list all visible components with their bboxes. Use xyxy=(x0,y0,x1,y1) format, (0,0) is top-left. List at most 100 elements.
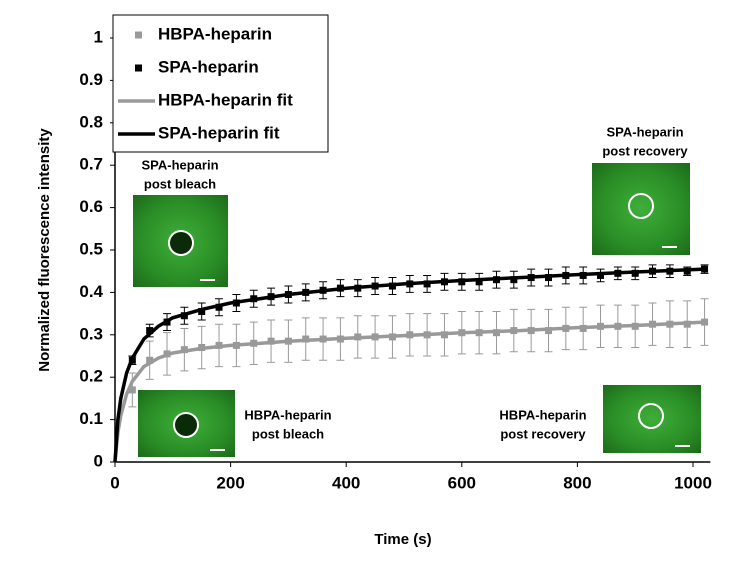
marker xyxy=(492,329,500,337)
marker xyxy=(302,335,310,343)
marker xyxy=(423,280,431,288)
marker xyxy=(510,276,518,284)
marker xyxy=(579,271,587,279)
marker xyxy=(354,333,362,341)
marker xyxy=(250,339,258,347)
marker xyxy=(336,284,344,292)
x-axis-label: Time (s) xyxy=(374,531,431,548)
annotation: post bleach xyxy=(252,426,324,441)
marker xyxy=(631,269,639,277)
marker xyxy=(284,337,292,345)
marker xyxy=(128,386,136,394)
marker xyxy=(284,291,292,299)
annotation: post bleach xyxy=(144,176,216,191)
marker xyxy=(458,278,466,286)
marker xyxy=(250,295,258,303)
marker xyxy=(683,267,691,275)
legend-marker xyxy=(135,31,142,39)
bleach-circle xyxy=(638,403,664,429)
marker xyxy=(319,335,327,343)
marker xyxy=(597,322,605,330)
y-axis-label: Normalized fluorescence intensity xyxy=(36,128,53,372)
y-tick-label: 0.3 xyxy=(79,324,103,343)
annotation: post recovery xyxy=(602,143,688,158)
legend-marker xyxy=(135,64,142,72)
marker xyxy=(267,337,275,345)
marker xyxy=(475,278,483,286)
marker xyxy=(683,320,691,328)
legend-label: HBPA-heparin xyxy=(158,24,272,43)
marker xyxy=(232,341,240,349)
annotation: SPA-heparin xyxy=(606,124,683,139)
y-tick-label: 1 xyxy=(94,27,103,46)
x-tick-label: 600 xyxy=(448,473,476,492)
legend-label: HBPA-heparin fit xyxy=(158,90,293,109)
legend-box xyxy=(112,14,329,153)
marker xyxy=(666,267,674,275)
marker xyxy=(371,282,379,290)
marker xyxy=(527,274,535,282)
marker xyxy=(354,284,362,292)
marker xyxy=(180,346,188,354)
marker xyxy=(163,318,171,326)
marker xyxy=(510,327,518,335)
y-tick-label: 0.9 xyxy=(79,70,103,89)
marker xyxy=(458,329,466,337)
insets xyxy=(133,163,701,457)
marker xyxy=(406,331,414,339)
y-tick-label: 0 xyxy=(94,451,103,470)
marker xyxy=(631,322,639,330)
marker xyxy=(562,271,570,279)
marker xyxy=(232,299,240,307)
y-tick-label: 0.1 xyxy=(79,409,103,428)
marker xyxy=(319,286,327,294)
marker xyxy=(388,333,396,341)
marker xyxy=(614,322,622,330)
marker xyxy=(180,312,188,320)
micrograph xyxy=(592,163,690,255)
marker xyxy=(267,293,275,301)
marker xyxy=(198,307,206,315)
marker xyxy=(371,333,379,341)
x-tick-label: 400 xyxy=(332,473,360,492)
marker xyxy=(701,318,709,326)
marker xyxy=(597,271,605,279)
marker xyxy=(475,329,483,337)
marker xyxy=(545,327,552,335)
y-tick-label: 0.2 xyxy=(79,367,103,386)
marker xyxy=(440,331,448,339)
marker xyxy=(527,327,535,335)
legend-label: SPA-heparin xyxy=(158,57,259,76)
legend-label: SPA-heparin fit xyxy=(158,123,280,142)
annotation: post recovery xyxy=(500,426,586,441)
marker xyxy=(649,267,657,275)
marker xyxy=(215,303,223,311)
annotation: HBPA-heparin xyxy=(499,407,586,422)
y-tick-label: 0.8 xyxy=(79,112,103,131)
marker xyxy=(302,288,310,296)
bleach-circle xyxy=(628,193,654,219)
marker xyxy=(440,278,448,286)
x-tick-label: 200 xyxy=(216,473,244,492)
x-tick-label: 1000 xyxy=(674,473,712,492)
marker xyxy=(215,341,223,349)
marker xyxy=(666,320,674,328)
y-tick-label: 0.4 xyxy=(79,282,103,301)
marker xyxy=(163,350,171,358)
bleach-circle xyxy=(168,230,194,256)
marker xyxy=(701,265,709,273)
marker xyxy=(388,282,396,290)
marker xyxy=(579,324,587,332)
micrograph xyxy=(603,385,701,453)
marker xyxy=(336,335,344,343)
marker xyxy=(614,269,622,277)
marker xyxy=(545,274,552,282)
y-tick-label: 0.6 xyxy=(79,197,103,216)
marker xyxy=(492,276,500,284)
marker xyxy=(128,356,136,364)
marker xyxy=(423,331,431,339)
marker xyxy=(406,280,414,288)
x-tick-label: 800 xyxy=(563,473,591,492)
y-tick-label: 0.5 xyxy=(79,239,103,258)
